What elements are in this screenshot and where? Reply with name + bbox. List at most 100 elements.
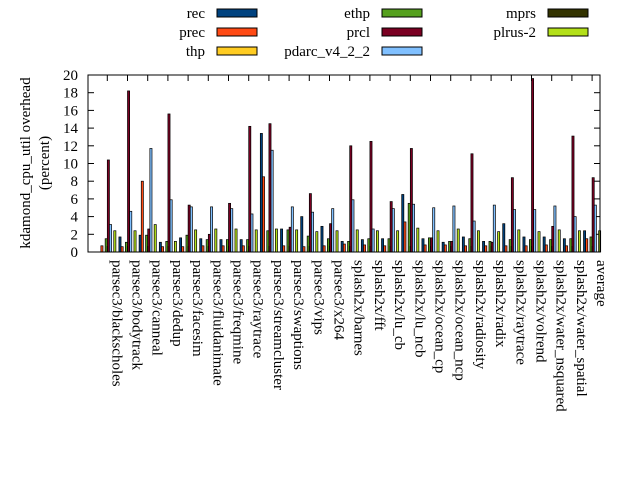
- legend-item-thp: thp: [186, 44, 258, 60]
- y-axis-label-unit: (percent): [37, 136, 53, 190]
- bar-prec: [201, 245, 205, 253]
- y-tick-label: 6: [71, 192, 79, 208]
- y-tick-label: 12: [63, 139, 78, 155]
- bar-plrus-2: [335, 230, 339, 253]
- bar-pdarc_v4_2_2: [270, 149, 274, 253]
- bar-pdarc_v4_2_2: [573, 216, 577, 253]
- legend: rec prec thp ethp prcl pdarc_v4_2_2 mprs plrus-…: [179, 6, 589, 60]
- x-tick-label: parsec3/facesim: [189, 260, 205, 357]
- legend-swatch: [216, 8, 258, 18]
- bar-prec: [403, 221, 407, 253]
- legend-swatch: [216, 46, 258, 56]
- legend-label: mprs: [506, 6, 536, 22]
- bar-pdarc_v4_2_2: [432, 207, 436, 253]
- bar-plrus-2: [436, 230, 440, 253]
- legend-label: ethp: [344, 6, 370, 22]
- legend-swatch: [547, 8, 589, 18]
- legend-swatch: [381, 27, 423, 37]
- bar-plrus-2: [456, 228, 460, 253]
- legend-swatch: [216, 27, 258, 37]
- bar-prec: [342, 243, 346, 253]
- bar-pdarc_v4_2_2: [290, 206, 294, 253]
- legend-swatch: [381, 8, 423, 18]
- bar-pdarc_v4_2_2: [351, 199, 355, 253]
- bar-pdarc_v4_2_2: [371, 228, 375, 253]
- bar-plrus-2: [194, 229, 198, 253]
- legend-item-ethp: ethp: [344, 6, 423, 22]
- bar-prec: [423, 244, 427, 253]
- bar-pdarc_v4_2_2: [210, 206, 213, 253]
- bar-pdarc_v4_2_2: [553, 205, 557, 253]
- bar-plrus-2: [315, 231, 319, 253]
- bar-plrus-2: [174, 241, 177, 253]
- bar-plrus-2: [153, 224, 157, 253]
- legend-swatch: [381, 46, 423, 56]
- x-tick-label: parsec3/vips: [310, 260, 326, 335]
- bar-plrus-2: [295, 229, 299, 253]
- x-tick-label: parsec3/freqmine: [230, 260, 246, 364]
- y-axis-label: kdamond_cpu_util overhead: [18, 77, 34, 249]
- bar-plrus-2: [537, 231, 541, 253]
- bar-prec: [161, 246, 164, 253]
- bar-pdarc_v4_2_2: [391, 208, 395, 253]
- bar-pdarc_v4_2_2: [452, 205, 456, 253]
- x-tick-label: splash2x/lu_cb: [391, 260, 407, 350]
- x-tick-label: parsec3/fluidanimate: [209, 260, 225, 386]
- bar-plrus-2: [254, 229, 258, 253]
- x-tick-label: splash2x/radix: [492, 260, 508, 348]
- bar-pdarc_v4_2_2: [230, 208, 234, 253]
- y-tick-label: 8: [71, 174, 79, 190]
- bar-prec: [120, 246, 124, 253]
- bar-pdarc_v4_2_2: [311, 211, 314, 253]
- legend-item-plrus-2: plrus-2: [494, 25, 589, 41]
- bar-pdarc_v4_2_2: [149, 148, 153, 253]
- bar-prec: [282, 245, 286, 253]
- y-tick-label: 2: [71, 227, 79, 243]
- bar-prec: [100, 245, 104, 253]
- bar-prec: [262, 176, 265, 253]
- bar-plrus-2: [396, 230, 400, 253]
- bar-plrus-2: [577, 230, 581, 253]
- bar-prec: [484, 245, 488, 253]
- bar-prec: [302, 246, 306, 253]
- bar-prec: [524, 245, 528, 253]
- legend-item-prcl: prcl: [347, 25, 423, 41]
- bar-pdarc_v4_2_2: [492, 204, 496, 253]
- bar-plrus-2: [477, 230, 480, 253]
- bar-pdarc_v4_2_2: [533, 209, 537, 253]
- x-tick-label: splash2x/water_nsquared: [553, 260, 569, 412]
- x-axis: parsec3/blackscholes parsec3/bodytrack par…: [106, 75, 609, 412]
- bar-pdarc_v4_2_2: [513, 209, 516, 253]
- bar-pdarc_v4_2_2: [129, 210, 133, 253]
- x-tick-label: parsec3/x264: [331, 260, 347, 340]
- bar-prec: [221, 245, 225, 253]
- bar-pdarc_v4_2_2: [250, 213, 254, 253]
- y-tick-label: 18: [63, 86, 78, 102]
- x-tick-label: average: [593, 260, 609, 307]
- x-tick-label: splash2x/volrend: [533, 260, 549, 363]
- bar-plrus-2: [497, 231, 501, 253]
- bar-pdarc_v4_2_2: [472, 220, 476, 253]
- bar-plrus-2: [214, 228, 218, 253]
- x-tick-label: splash2x/ocean_ncp: [452, 260, 468, 381]
- bar-prec: [241, 245, 245, 253]
- bar-plrus-2: [355, 229, 359, 253]
- x-tick-label: parsec3/bodytrack: [129, 260, 145, 370]
- bar-pdarc_v4_2_2: [331, 208, 335, 253]
- y-tick-label: 4: [71, 210, 79, 226]
- legend-label: thp: [186, 44, 205, 60]
- bar-plrus-2: [275, 228, 278, 253]
- x-tick-label: parsec3/dedup: [169, 260, 185, 347]
- bar-prec: [140, 180, 144, 253]
- bar-pdarc_v4_2_2: [593, 204, 597, 253]
- bar-prec: [181, 246, 185, 253]
- bar-prec: [464, 245, 467, 253]
- bar-prec: [363, 244, 366, 253]
- legend-item-rec: rec: [187, 6, 258, 22]
- x-tick-label: splash2x/radiosity: [472, 260, 488, 370]
- bar-plrus-2: [557, 229, 561, 253]
- x-tick-label: splash2x/raytrace: [512, 260, 528, 365]
- legend-label: prcl: [347, 25, 370, 41]
- x-tick-label: parsec3/swaptions: [290, 260, 306, 370]
